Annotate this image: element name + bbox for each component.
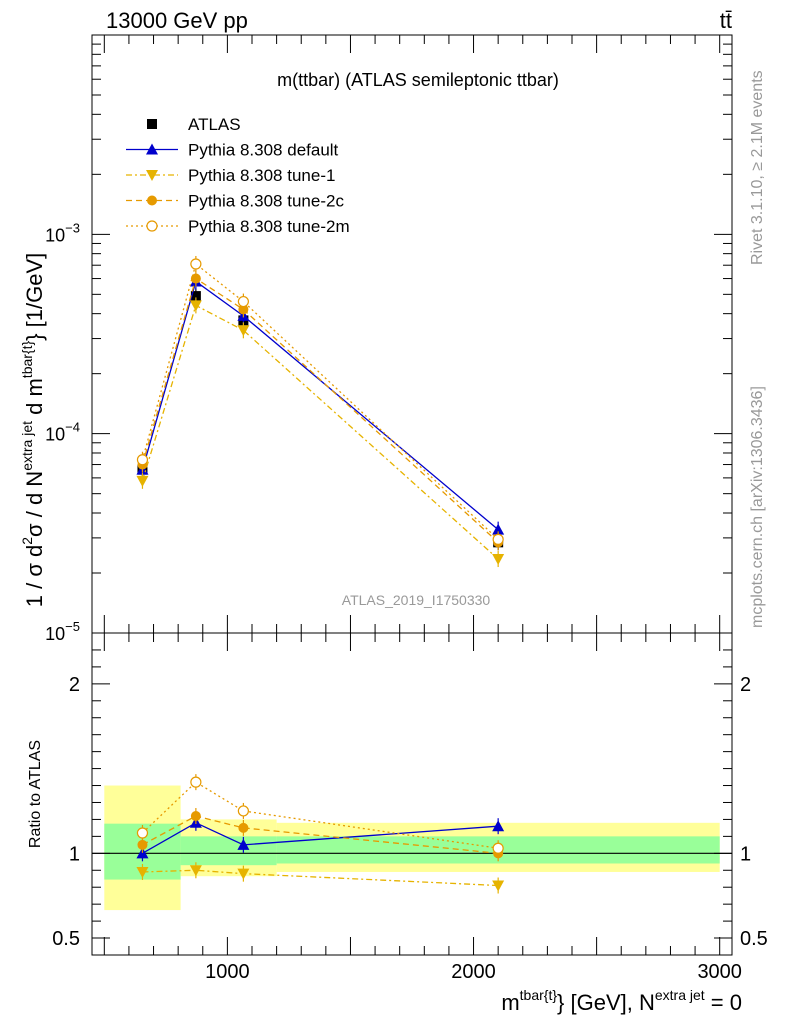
- ratio-point: [190, 811, 201, 822]
- analysis-watermark: ATLAS_2019_I1750330: [342, 592, 491, 608]
- ratio-line: [142, 781, 499, 849]
- x-tick-label: 1000: [205, 961, 250, 983]
- x-tick-label: 3000: [697, 961, 742, 983]
- x-axis-label: mtbar{t}} [GeV], Nextra jet = 0: [501, 987, 742, 1015]
- legend-item-pythia-8-308-tune-1: Pythia 8.308 tune-1: [126, 166, 335, 185]
- legend-marker: [146, 143, 158, 155]
- ratio-line: [142, 815, 499, 854]
- legend-item-pythia-8-308-tune-2m: Pythia 8.308 tune-2m: [126, 217, 350, 236]
- legend-label: Pythia 8.308 tune-2c: [188, 192, 344, 211]
- ratio-point: [492, 880, 505, 892]
- uncertainty-band-inner: [180, 836, 277, 866]
- rivet-version-text: Rivet 3.1.10, ≥ 2.1M events: [749, 70, 766, 265]
- ratio-y-tick-label-right: 1: [740, 843, 751, 865]
- ratio-frame: [91, 632, 733, 956]
- ratio-y-tick-label-right: 0.5: [740, 928, 768, 950]
- data-point: [492, 554, 505, 566]
- plot-title: m(ttbar) (ATLAS semileptonic ttbar): [277, 70, 559, 90]
- ratio-point: [189, 865, 202, 877]
- data-point: [190, 291, 201, 302]
- legend-item-pythia-8-308-tune-2c: Pythia 8.308 tune-2c: [126, 192, 344, 211]
- ratio-series-pythia-8-308-tune-1: [136, 862, 505, 894]
- legend-marker: [147, 195, 157, 206]
- ratio-point: [137, 839, 148, 850]
- data-point: [190, 273, 201, 284]
- series-pythia-8-308-tune-2m: [136, 255, 504, 548]
- ratio-point: [136, 827, 149, 839]
- series-line: [141, 262, 499, 540]
- legend-item-atlas: ATLAS: [147, 115, 241, 134]
- data-point: [237, 325, 250, 337]
- data-point: [189, 300, 202, 312]
- ratio-point: [237, 868, 250, 880]
- data-point: [190, 258, 202, 270]
- ratio-y-tick-label: 2: [69, 674, 80, 696]
- legend-marker: [146, 220, 158, 232]
- data-point: [237, 295, 249, 308]
- ratio-point: [237, 838, 250, 850]
- series-pythia-8-308-tune-2c: [137, 270, 504, 551]
- data-point: [492, 533, 504, 545]
- legend-marker: [147, 119, 157, 129]
- legend-label: ATLAS: [188, 115, 241, 134]
- y-tick-label: 10−4: [45, 420, 80, 445]
- header-left: 13000 GeV pp: [106, 8, 248, 33]
- legend: ATLAS Pythia 8.308 default Pythia 8.308 tu…: [126, 115, 350, 236]
- data-point: [136, 475, 149, 487]
- y-tick-label: 10−5: [45, 619, 80, 644]
- legend-label: Pythia 8.308 tune-1: [188, 166, 335, 185]
- ratio-y-axis-label: Ratio to ATLAS: [27, 740, 44, 848]
- series-line: [141, 277, 499, 543]
- legend-label: Pythia 8.308 tune-2m: [188, 217, 350, 236]
- mcplots-text: mcplots.cern.ch [arXiv:1306.3436]: [749, 386, 766, 628]
- legend-label: Pythia 8.308 default: [188, 141, 339, 160]
- y-tick-label: 10−3: [45, 220, 80, 245]
- legend-item-pythia-8-308-default: Pythia 8.308 default: [126, 141, 339, 160]
- legend-marker: [146, 170, 158, 181]
- ratio-y-tick-label-right: 2: [740, 674, 751, 696]
- ratio-point: [492, 842, 504, 854]
- ratio-panel: 0.5 0.5 1 1 2 2 1000 2000 3000 Ratio to ATLAS mt…: [27, 632, 768, 1015]
- ratio-point: [492, 820, 505, 832]
- ratio-point: [238, 822, 249, 833]
- x-tick-label: 2000: [451, 961, 496, 983]
- ratio-point: [136, 866, 149, 878]
- main-panel: 10−5 10−4 10−3 m(ttbar) (ATLAS semileptoni…: [19, 34, 733, 644]
- ratio-line: [142, 869, 499, 887]
- series-pythia-8-308-tune-1: [136, 297, 505, 568]
- series-atlas: [137, 288, 504, 551]
- series-line: [141, 304, 499, 560]
- header-right: tt̄: [720, 8, 732, 33]
- ratio-point: [237, 805, 249, 817]
- ratio-line: [142, 822, 499, 854]
- ratio-point: [190, 776, 202, 788]
- data-point: [136, 454, 149, 466]
- ratio-y-tick-label: 1: [69, 843, 80, 865]
- series-line: [141, 280, 499, 531]
- ratio-series-pythia-8-308-tune-2m: [136, 774, 504, 857]
- y-axis-label: 1 / σ d2σ / d Nextra jet d mtbar{t}} [1/…: [19, 253, 47, 608]
- series-pythia-8-308-default: [136, 273, 505, 538]
- data-point: [492, 523, 505, 535]
- ratio-y-tick-label: 0.5: [52, 928, 80, 950]
